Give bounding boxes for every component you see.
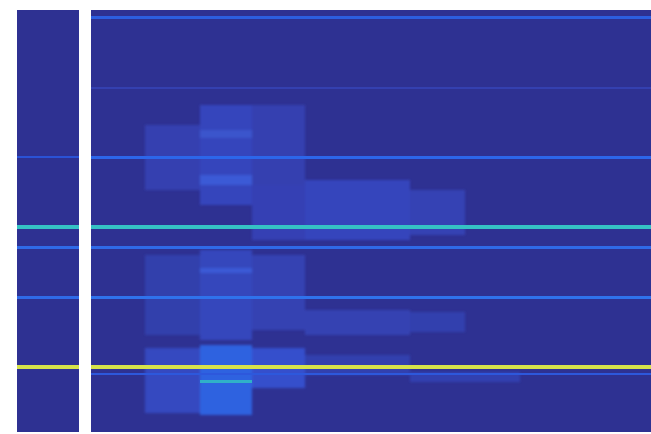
patch xyxy=(410,312,465,332)
patch xyxy=(200,130,252,138)
patch xyxy=(252,105,305,185)
band xyxy=(17,296,79,299)
band xyxy=(17,225,79,229)
band xyxy=(91,225,651,229)
patch xyxy=(145,348,200,413)
patch xyxy=(252,255,305,330)
band xyxy=(17,156,79,158)
band xyxy=(91,296,651,299)
band xyxy=(91,87,651,89)
patch xyxy=(200,175,252,185)
patch xyxy=(305,310,410,335)
patch xyxy=(410,372,520,382)
band xyxy=(17,365,79,369)
patch xyxy=(252,185,305,240)
band xyxy=(200,380,252,383)
patch xyxy=(200,268,252,273)
patch xyxy=(200,105,252,205)
left-panel xyxy=(17,10,79,432)
band xyxy=(91,246,651,249)
band xyxy=(17,246,79,249)
band xyxy=(91,365,651,369)
band xyxy=(91,16,651,19)
panel-base xyxy=(17,10,79,432)
band xyxy=(91,373,651,375)
band xyxy=(91,156,651,159)
patches xyxy=(145,105,520,415)
patch xyxy=(145,255,200,335)
patch xyxy=(200,250,252,340)
main-panel xyxy=(91,10,651,432)
patch xyxy=(305,180,410,240)
